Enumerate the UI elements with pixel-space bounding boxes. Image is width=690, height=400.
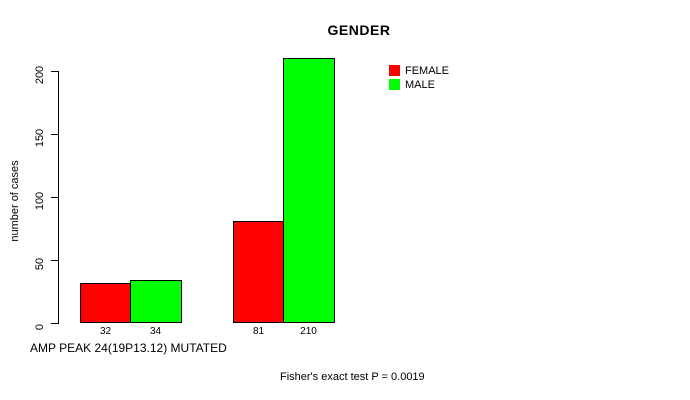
legend-swatch-female xyxy=(389,65,400,76)
y-axis-line xyxy=(58,71,59,324)
footnote-fisher-test: Fisher's exact test P = 0.0019 xyxy=(280,371,425,383)
y-axis-tick xyxy=(51,323,58,324)
bar-male-group2 xyxy=(283,58,335,323)
y-axis-tick xyxy=(51,197,58,198)
bar-female-group1 xyxy=(80,283,132,323)
y-axis-tick-label-text: 0 xyxy=(34,323,46,331)
legend-label: MALE xyxy=(405,78,435,91)
bar-value-label: 81 xyxy=(252,326,265,337)
bar-value-label: 210 xyxy=(300,326,317,337)
legend: FEMALE MALE xyxy=(389,64,449,92)
bar-value-label: 32 xyxy=(99,326,112,337)
legend-item-female: FEMALE xyxy=(389,64,449,77)
chart-title: GENDER xyxy=(327,22,391,38)
y-axis-tick-label-text: 100 xyxy=(34,191,46,211)
legend-swatch-male xyxy=(389,79,400,90)
x-axis-label: AMP PEAK 24(19P13.12) MUTATED xyxy=(30,341,227,355)
y-axis-tick-label-text: 200 xyxy=(34,65,46,85)
y-axis-tick xyxy=(51,71,58,72)
y-axis-title-text: number of cases xyxy=(9,160,21,242)
bar-female-group2 xyxy=(233,221,285,323)
legend-label: FEMALE xyxy=(405,64,450,77)
y-axis-tick xyxy=(51,134,58,135)
legend-item-male: MALE xyxy=(389,78,449,91)
y-axis-tick-label-text: 150 xyxy=(34,128,46,148)
bar-male-group1 xyxy=(130,280,182,323)
y-axis-tick xyxy=(51,260,58,261)
y-axis-tick-label-text: 50 xyxy=(34,257,46,271)
bar-value-label: 34 xyxy=(149,326,162,337)
